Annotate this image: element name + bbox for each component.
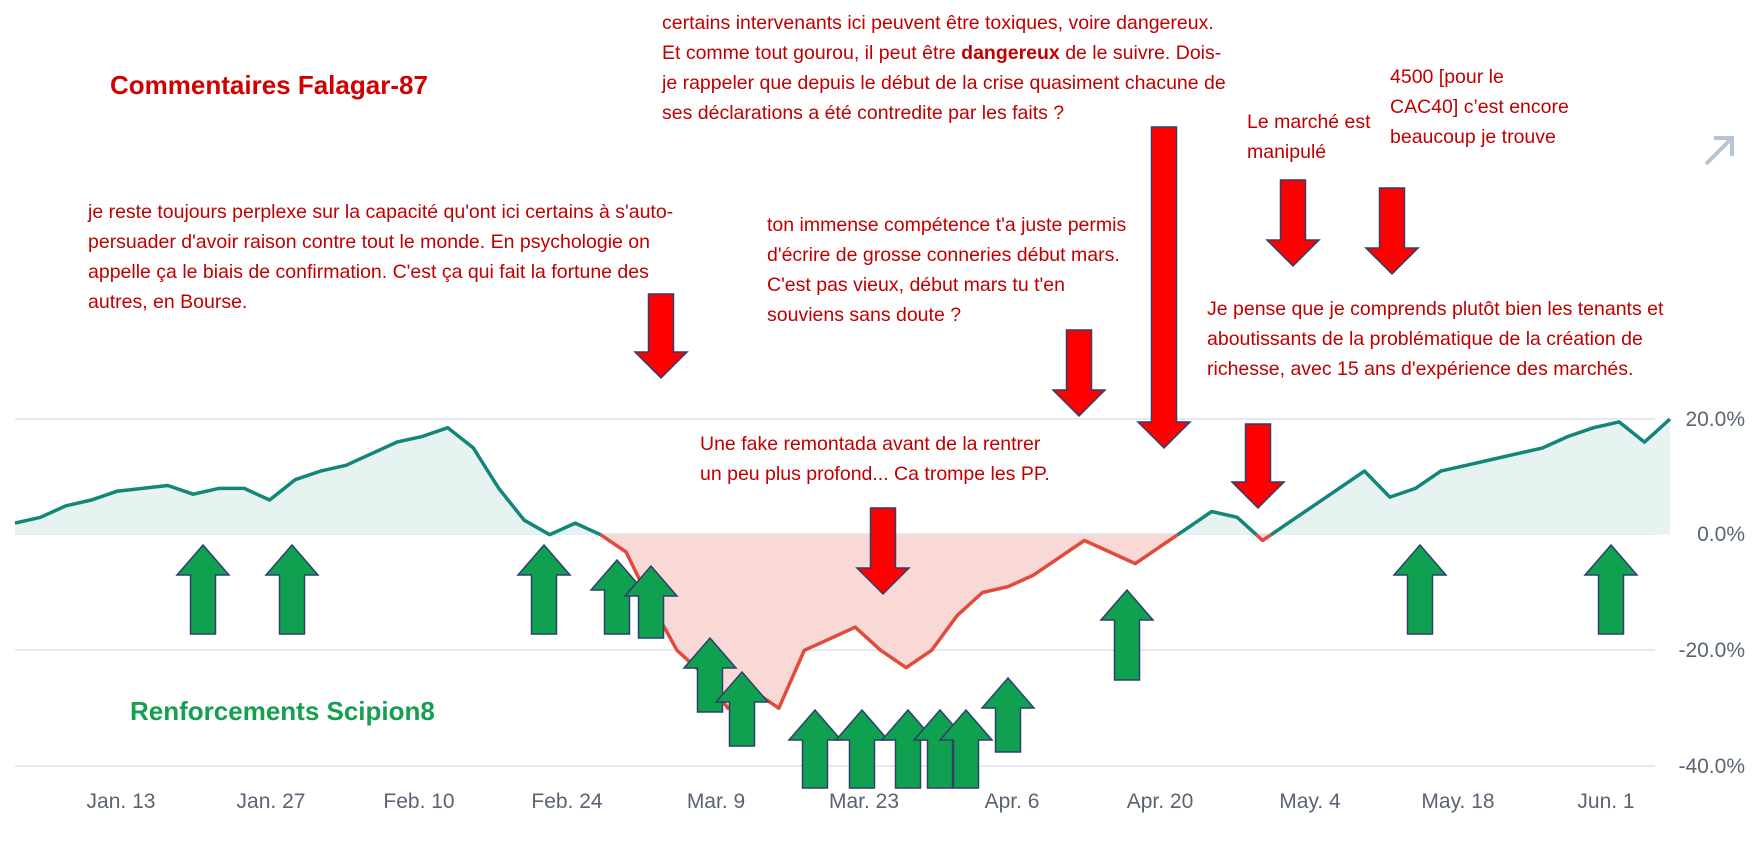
y-axis-tick-labels: 20.0% 0.0% -20.0% -40.0% — [1678, 408, 1745, 778]
up-arrow-icon — [264, 543, 320, 635]
x-tick-label: Feb. 10 — [383, 790, 454, 813]
x-tick-label: May. 4 — [1279, 790, 1341, 813]
down-arrow-icon — [1051, 329, 1107, 418]
comment-note-3: ton immense compétence t'a juste permis … — [767, 214, 1127, 326]
up-arrow-icon — [1392, 543, 1448, 635]
x-tick-label: Jan. 13 — [87, 790, 156, 813]
comment-note-7: Une fake remontada avant de la rentrer u… — [700, 433, 1050, 485]
down-arrow-icon — [1230, 423, 1286, 510]
down-arrow-icon — [1136, 126, 1192, 450]
x-tick-label: Jun. 1 — [1577, 790, 1634, 813]
x-tick-label: Mar. 23 — [829, 790, 899, 813]
reinforcement-arrows — [175, 543, 1639, 789]
diagonal-arrow-icon — [1704, 136, 1734, 166]
x-tick-label: Apr. 20 — [1127, 790, 1194, 813]
comment-note-1: je reste toujours perplexe sur la capaci… — [88, 201, 674, 313]
up-arrow-icon — [787, 708, 843, 789]
up-arrow-icon — [714, 670, 770, 747]
expand-icon[interactable] — [1700, 130, 1740, 170]
comment-note-2-part1: certains intervenants ici peuvent être t… — [662, 12, 1214, 64]
series-line-positive — [1176, 509, 1258, 537]
x-tick-label: May. 18 — [1421, 790, 1494, 813]
x-tick-label: Apr. 6 — [985, 790, 1040, 813]
up-arrow-icon — [623, 564, 679, 639]
down-arrow-icon — [855, 507, 911, 596]
y-tick-label: -40.0% — [1678, 755, 1745, 778]
up-arrow-icon — [516, 543, 572, 635]
y-tick-label: -20.0% — [1678, 639, 1745, 662]
down-arrow-icon — [1364, 187, 1420, 276]
area-fills — [15, 419, 1670, 709]
comment-arrows — [633, 126, 1420, 596]
series-line-positive — [1270, 417, 1672, 537]
series-line-negative — [1255, 533, 1273, 543]
comment-note-2-bold: dangereux — [961, 42, 1060, 64]
negative-area — [600, 534, 1178, 709]
up-arrow-icon — [1583, 543, 1639, 635]
up-arrow-icon — [682, 636, 738, 713]
up-arrow-icon — [980, 676, 1036, 753]
down-arrow-icon — [1265, 179, 1321, 268]
reinforcements-heading: Renforcements Scipion8 — [130, 696, 435, 726]
series-line-positive — [14, 425, 602, 537]
x-axis-tick-labels: Jan. 13 Jan. 27 Feb. 10 Feb. 24 Mar. 9 M… — [87, 790, 1635, 813]
up-arrow-icon — [880, 708, 936, 789]
positive-area — [15, 427, 601, 535]
comments-heading: Commentaires Falagar-87 — [110, 70, 428, 100]
x-tick-label: Jan. 27 — [237, 790, 306, 813]
comment-note-2: certains intervenants ici peuvent être t… — [662, 8, 1227, 128]
comment-note-4: Le marché est manipulé — [1247, 111, 1371, 163]
x-tick-label: Mar. 9 — [687, 790, 745, 813]
up-arrow-icon — [938, 708, 994, 789]
y-tick-label: 0.0% — [1697, 523, 1745, 546]
down-arrow-icon — [633, 293, 689, 380]
up-arrow-icon — [834, 708, 890, 789]
up-arrow-icon — [175, 543, 231, 635]
comment-note-5: 4500 [pour le CAC40] c’est encore beauco… — [1390, 66, 1569, 148]
up-arrow-icon — [1099, 588, 1155, 681]
x-tick-label: Feb. 24 — [531, 790, 603, 813]
comment-note-6: Je pense que je comprends plutôt bien le… — [1207, 298, 1664, 380]
y-tick-label: 20.0% — [1685, 408, 1745, 431]
comment-note-2-part2: de le suivre. Dois-je rappeler que depui… — [662, 42, 1226, 124]
positive-area — [1271, 419, 1670, 535]
